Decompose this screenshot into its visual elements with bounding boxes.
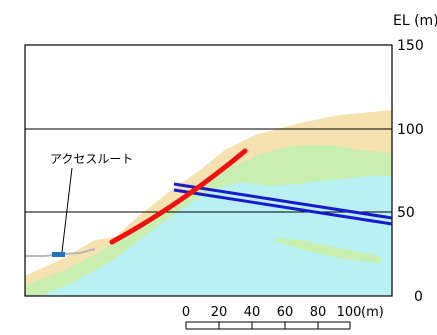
green-lens <box>363 150 392 178</box>
tunnel-route-line <box>109 148 248 245</box>
diagram-frame <box>24 44 393 297</box>
water-layer <box>40 176 392 296</box>
elevation-unit-label: EL (m) <box>393 13 437 29</box>
scale-bar: 0 20 40 60 80 100 (m) <box>182 305 384 330</box>
access-route-label: アクセスルート <box>50 152 133 166</box>
scale-label: 0 <box>182 305 190 320</box>
access-route-marker <box>52 252 65 257</box>
scale-unit: (m) <box>361 305 384 320</box>
elevation-tick-label: 50 <box>397 205 415 221</box>
access-route-leader <box>61 167 73 253</box>
scale-label: 100 <box>337 305 362 320</box>
elevation-tick-label: 0 <box>414 289 423 305</box>
scale-label: 80 <box>310 305 327 320</box>
dike-line-lower <box>173 188 393 226</box>
scale-label: 40 <box>244 305 261 320</box>
dike-band <box>173 182 393 226</box>
scale-label: 60 <box>277 305 294 320</box>
dike-line-upper <box>173 182 393 220</box>
green-vein <box>275 238 382 263</box>
strata <box>25 110 392 296</box>
elevation-tick-label: 150 <box>397 38 424 54</box>
elevation-tick-label: 100 <box>397 122 424 138</box>
scale-label: 20 <box>211 305 228 320</box>
